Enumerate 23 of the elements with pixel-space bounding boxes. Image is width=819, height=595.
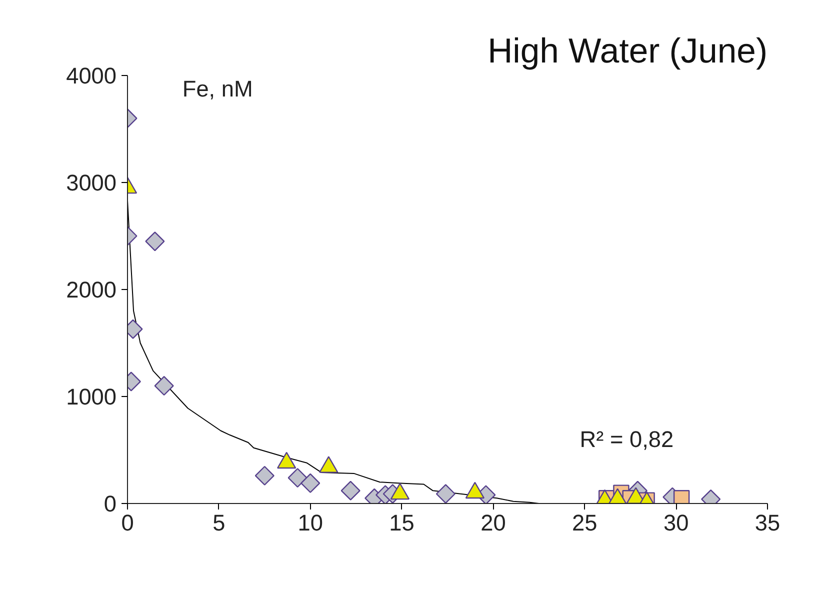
point [436, 484, 456, 504]
y-tick-label: 4000 [66, 62, 117, 88]
x-tick-label: 15 [389, 510, 414, 536]
x-tick-label: 30 [663, 510, 689, 536]
x-tick-label: 0 [121, 510, 134, 536]
annotation: R² = 0,82 [580, 426, 674, 452]
y-axis-title: Fe, nM [182, 76, 253, 102]
y-tick-label: 2000 [66, 276, 117, 302]
y-tick-label: 1000 [66, 384, 117, 410]
point [340, 480, 360, 500]
point [154, 376, 174, 396]
y-tick-label: 0 [104, 490, 117, 516]
x-tick-label: 20 [480, 510, 506, 536]
point [300, 473, 320, 493]
point [145, 232, 165, 252]
chart-title: High Water (June) [488, 32, 768, 70]
x-tick-label: 35 [754, 510, 780, 536]
point [254, 466, 274, 486]
x-tick-label: 25 [572, 510, 598, 536]
x-tick-label: 5 [212, 510, 226, 536]
y-tick-label: 3000 [66, 170, 117, 196]
x-tick-label: 10 [298, 510, 323, 536]
point [288, 468, 308, 488]
